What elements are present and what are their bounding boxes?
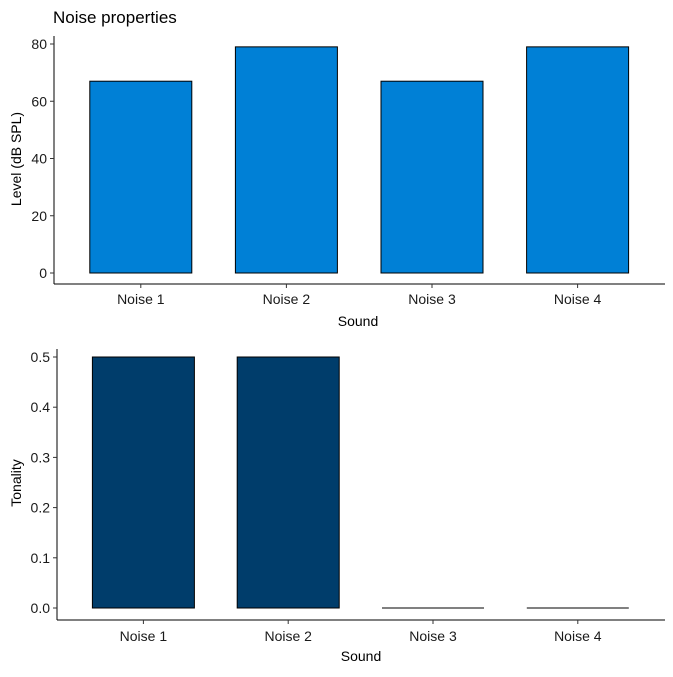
level-x-tick-label: Noise 2 xyxy=(263,291,311,307)
level-bar xyxy=(380,80,484,274)
tonality-chart-x-axis-title: Sound xyxy=(341,648,381,664)
tonality-bar xyxy=(91,356,195,609)
tonality-x-tick-label: Noise 4 xyxy=(554,628,602,644)
tonality-bar xyxy=(236,356,340,609)
level-y-tick-label: 20 xyxy=(31,208,47,224)
level-y-tick-label: 60 xyxy=(31,93,47,109)
tonality-chart-y-axis-title: Tonality xyxy=(8,459,24,506)
tonality-x-tick-label: Noise 3 xyxy=(409,628,457,644)
tonality-y-tick-label: 0.5 xyxy=(31,349,51,365)
level-bar xyxy=(234,46,338,274)
tonality-y-tick-label: 0.3 xyxy=(31,449,51,465)
level-bar xyxy=(526,46,630,274)
level-x-tick-label: Noise 4 xyxy=(554,291,602,307)
level-y-tick-label: 0 xyxy=(39,265,47,281)
level-x-tick-label: Noise 1 xyxy=(117,291,165,307)
tonality-y-tick-label: 0.0 xyxy=(31,600,51,616)
tonality-y-tick-label: 0.2 xyxy=(31,500,51,516)
level-y-tick-label: 80 xyxy=(31,36,47,52)
level-chart-y-axis-title: Level (dB SPL) xyxy=(8,112,24,206)
tonality-x-tick-label: Noise 1 xyxy=(120,628,168,644)
level-x-tick-label: Noise 3 xyxy=(408,291,456,307)
chart-title: Noise properties xyxy=(53,8,177,27)
level-chart-x-axis-title: Sound xyxy=(338,313,378,329)
tonality-y-tick-label: 0.4 xyxy=(31,399,51,415)
tonality-chart: Tonality Sound 0.0 0.1 0.2 0.3 0.4 0.5 Noise 1… xyxy=(8,349,665,664)
level-chart: Level (dB SPL) Sound 0 20 40 60 80 Noise 1 Noi… xyxy=(8,36,665,329)
tonality-x-tick-label: Noise 2 xyxy=(264,628,312,644)
level-y-tick-label: 40 xyxy=(31,151,47,167)
level-bar xyxy=(89,80,193,274)
tonality-y-tick-label: 0.1 xyxy=(31,550,51,566)
